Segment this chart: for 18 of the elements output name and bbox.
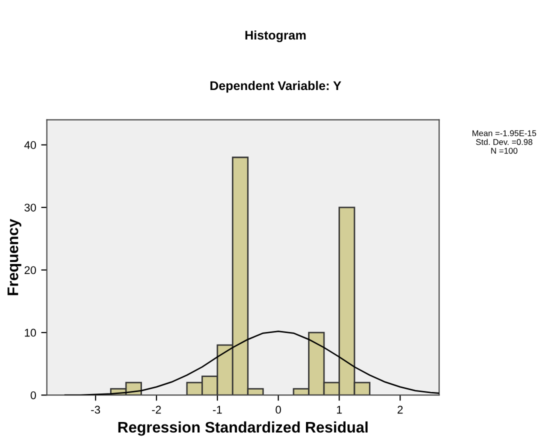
text: Std. Dev. =0.98 bbox=[476, 138, 532, 145]
chart-subtitle: Dependent Variable: Y bbox=[210, 80, 342, 93]
x-tick-label: 2 bbox=[398, 406, 403, 414]
x-tick-label: 0 bbox=[276, 406, 281, 414]
y-axis-title: Frequency bbox=[8, 218, 22, 296]
y-tick-label: 30 bbox=[24, 204, 36, 212]
x-tick-label: 1 bbox=[337, 406, 342, 414]
text: Mean =-1.95E-15 bbox=[472, 130, 536, 136]
x-tick-label: -3 bbox=[91, 406, 100, 414]
y-tick-label: 40 bbox=[24, 141, 36, 150]
chart-title: Histogram bbox=[245, 30, 306, 42]
text: N =100 bbox=[491, 148, 518, 154]
y-tick-label: 20 bbox=[24, 266, 36, 274]
y-tick-label: 10 bbox=[24, 328, 36, 337]
x-axis-title: Regression Standardized Residual bbox=[118, 421, 368, 436]
y-tick-label: 0 bbox=[30, 391, 36, 400]
x-tick-label: -1 bbox=[212, 406, 222, 414]
x-tick-label: -2 bbox=[152, 406, 161, 414]
